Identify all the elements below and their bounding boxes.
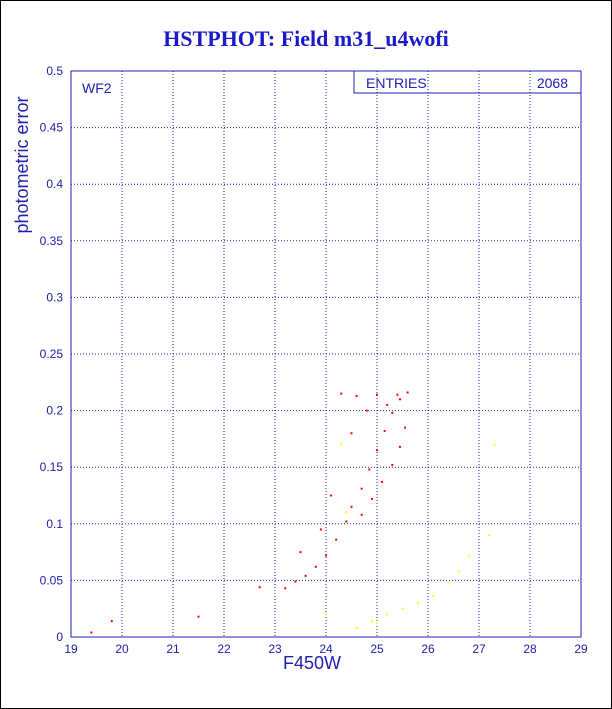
data-point-series-1: [360, 513, 363, 516]
data-point-series-1: [319, 528, 322, 531]
data-point-series-2: [386, 613, 389, 616]
y-tick-labels: 0 0.05 0.1 0.15 0.2 0.25 0.3 0.35 0.4 0.45 0.5: [40, 64, 64, 644]
y-tick-label: 0.1: [46, 517, 63, 531]
panel-label: WF2: [82, 80, 112, 96]
data-point-series-1: [391, 463, 394, 466]
x-tick-label: 25: [370, 642, 384, 656]
data-point-series-2: [416, 602, 419, 605]
x-tick-label: 29: [574, 642, 588, 656]
data-point-series-2: [370, 620, 373, 623]
y-tick-label: 0.4: [46, 177, 63, 191]
data-point-series-1: [365, 409, 368, 412]
data-point-series-1: [404, 426, 407, 429]
data-point-series-1: [90, 631, 93, 634]
y-tick-label: 0: [56, 630, 63, 644]
stats-box: [353, 70, 582, 94]
data-point-series-1: [391, 411, 394, 414]
data-point-series-1: [396, 393, 399, 396]
grid-lines: [70, 70, 582, 638]
data-point-series-1: [370, 497, 373, 500]
x-tick-label: 22: [217, 642, 231, 656]
x-tick-label: 23: [268, 642, 282, 656]
data-point-series-1: [376, 449, 378, 452]
y-tick-label: 0.15: [40, 460, 64, 474]
data-point-series-2: [345, 511, 348, 514]
chart-title: HSTPHOT: Field m31_u4wofi: [163, 26, 449, 51]
stats-entries-value: 2068: [537, 75, 568, 91]
data-point-series-1: [368, 468, 371, 471]
x-tick-label: 27: [472, 642, 486, 656]
data-point-series-1: [398, 445, 401, 448]
data-point-series-1: [386, 403, 389, 406]
x-tick-labels: 19 20 21 22 23 24 25 26 27 28 29: [64, 642, 588, 656]
data-point-series-1: [350, 432, 353, 435]
data-point-series-2: [467, 554, 470, 557]
x-tick-label: 28: [523, 642, 537, 656]
data-point-series-1: [383, 429, 386, 432]
data-point-series-1: [294, 580, 297, 583]
data-point-series-1: [330, 494, 333, 497]
data-point-series-1: [345, 520, 348, 523]
data-point-series-1: [299, 551, 302, 554]
data-point-series-1: [304, 574, 307, 577]
data-point-series-2: [457, 570, 460, 573]
y-tick-label: 0.2: [46, 404, 63, 418]
y-tick-label: 0.5: [46, 64, 63, 78]
y-tick-label: 0.05: [40, 573, 64, 587]
data-point-series-1: [314, 565, 317, 568]
data-points: [90, 391, 496, 634]
plot-area: [70, 70, 582, 638]
data-point-series-1: [284, 587, 287, 590]
data-point-series-1: [350, 505, 353, 508]
data-point-series-2: [401, 607, 404, 610]
x-tick-label: 24: [319, 642, 333, 656]
y-tick-label: 0.3: [46, 290, 63, 304]
data-point-series-2: [376, 622, 378, 625]
x-tick-label: 19: [64, 642, 78, 656]
data-point-series-1: [325, 554, 327, 557]
data-point-series-2: [355, 626, 358, 629]
data-point-series-2: [447, 581, 450, 584]
data-point-series-1: [197, 615, 200, 618]
data-point-series-1: [340, 392, 343, 395]
x-axis-title: F450W: [283, 653, 341, 673]
data-point-series-1: [355, 394, 358, 397]
x-tick-label: 20: [115, 642, 129, 656]
stats-entries-label: ENTRIES: [366, 75, 427, 91]
data-point-series-2: [488, 534, 491, 537]
data-point-series-1: [258, 586, 261, 589]
data-point-series-1: [398, 398, 401, 401]
data-point-series-2: [325, 613, 327, 616]
data-point-series-2: [340, 443, 343, 446]
y-tick-label: 0.25: [40, 347, 64, 361]
data-point-series-2: [432, 595, 435, 598]
data-point-series-1: [335, 538, 338, 541]
data-point-series-1: [110, 620, 113, 623]
data-point-series-1: [406, 391, 409, 394]
data-point-series-1: [360, 487, 363, 490]
y-axis-title: photometric error: [12, 96, 32, 233]
data-point-series-1: [381, 480, 384, 483]
x-tick-label: 21: [166, 642, 180, 656]
y-tick-label: 0.45: [40, 121, 64, 135]
y-tick-label: 0.35: [40, 234, 64, 248]
data-point-series-1: [376, 393, 378, 396]
data-point-series-2: [493, 443, 496, 446]
x-tick-label: 26: [421, 642, 435, 656]
